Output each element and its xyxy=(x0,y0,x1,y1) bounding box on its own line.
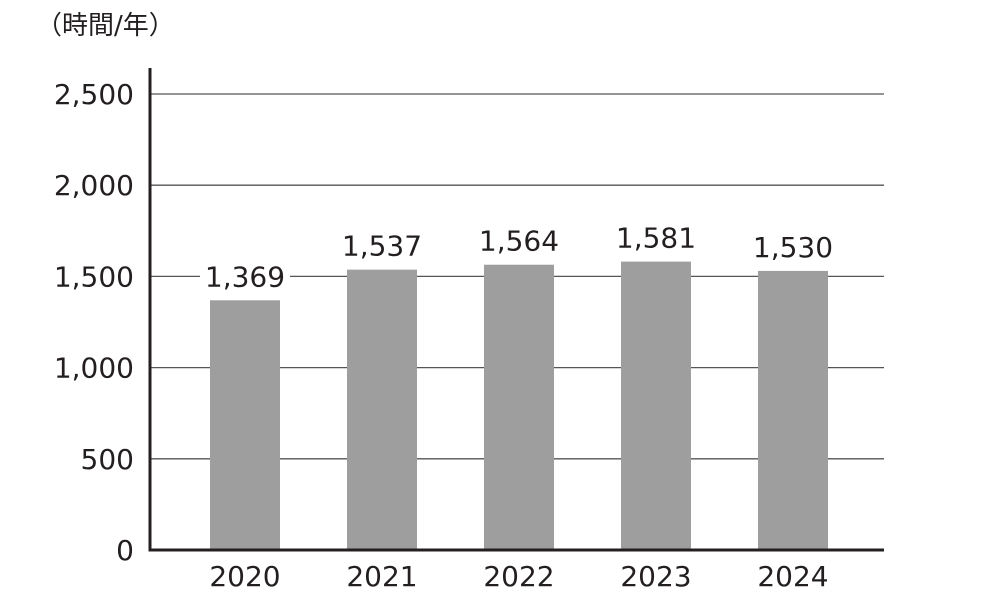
bar-2021 xyxy=(347,269,417,550)
bar-2024 xyxy=(758,270,828,550)
y-unit-label: （時間/年） xyxy=(36,11,175,41)
x-tick-label: 2024 xyxy=(757,560,828,593)
data-label-2023: 1,581 xyxy=(616,222,696,255)
axes xyxy=(148,68,884,552)
x-tick-labels: 2020 2021 2022 2023 2024 xyxy=(209,560,828,593)
data-label-2021: 1,537 xyxy=(342,230,422,263)
x-tick-label: 2021 xyxy=(346,560,417,593)
y-tick-label: 1,500 xyxy=(54,260,134,293)
bar-2022 xyxy=(484,264,554,550)
y-tick-label: 500 xyxy=(81,443,134,476)
data-label-backdrop xyxy=(748,230,838,263)
data-label-backdrop xyxy=(611,221,701,254)
data-label-backdrop xyxy=(200,260,290,293)
bar-2023 xyxy=(621,261,691,550)
x-tick-label: 2020 xyxy=(209,560,280,593)
y-tick-labels: 0 500 1,000 1,500 2,000 2,500 xyxy=(54,78,134,567)
data-label-2022: 1,564 xyxy=(479,225,559,258)
x-tick-label: 2022 xyxy=(483,560,554,593)
y-tick-label: 1,000 xyxy=(54,352,134,385)
bars xyxy=(210,261,828,550)
bar-2020 xyxy=(210,300,280,550)
x-tick-label: 2023 xyxy=(620,560,691,593)
y-tick-label: 2,000 xyxy=(54,169,134,202)
data-label-backdrop xyxy=(474,224,564,257)
data-label-2024: 1,530 xyxy=(753,231,833,264)
data-labels: 1,369 1,537 1,564 1,581 1,530 xyxy=(200,221,838,293)
data-label-backdrop xyxy=(337,229,427,262)
y-tick-label: 2,500 xyxy=(54,78,134,111)
y-tick-label: 0 xyxy=(116,534,134,567)
data-label-2020: 1,369 xyxy=(205,260,285,293)
